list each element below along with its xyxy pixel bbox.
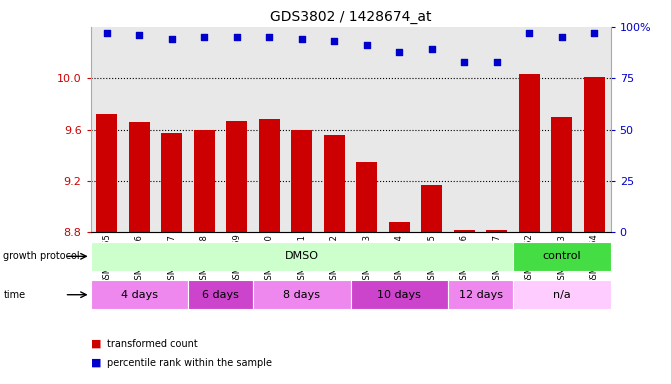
Bar: [91, 242, 513, 271]
Bar: [226, 121, 248, 232]
Bar: [584, 77, 605, 232]
Point: [297, 36, 307, 42]
Point: [394, 48, 405, 55]
Bar: [194, 130, 215, 232]
Bar: [356, 162, 377, 232]
Text: n/a: n/a: [553, 290, 571, 300]
Point: [427, 46, 437, 53]
Bar: [421, 185, 442, 232]
Bar: [129, 122, 150, 232]
Text: 6 days: 6 days: [202, 290, 239, 300]
Point: [231, 34, 242, 40]
Bar: [91, 280, 188, 309]
Point: [329, 38, 340, 44]
Bar: [389, 222, 410, 232]
Bar: [486, 230, 507, 232]
Text: 12 days: 12 days: [458, 290, 503, 300]
Point: [199, 34, 210, 40]
Bar: [253, 280, 350, 309]
Bar: [448, 280, 513, 309]
Bar: [161, 134, 183, 232]
Text: growth protocol: growth protocol: [3, 251, 80, 262]
Point: [166, 36, 177, 42]
Text: DMSO: DMSO: [285, 251, 319, 262]
Bar: [259, 119, 280, 232]
Bar: [513, 242, 611, 271]
Bar: [324, 135, 345, 232]
Text: 8 days: 8 days: [283, 290, 320, 300]
Bar: [291, 130, 313, 232]
Bar: [454, 230, 475, 232]
Point: [491, 59, 502, 65]
Bar: [188, 280, 253, 309]
Bar: [552, 117, 572, 232]
Text: time: time: [3, 290, 25, 300]
Point: [589, 30, 600, 36]
Bar: [519, 74, 540, 232]
Point: [101, 30, 112, 36]
Text: control: control: [543, 251, 581, 262]
Point: [134, 32, 145, 38]
Point: [556, 34, 567, 40]
Text: 10 days: 10 days: [377, 290, 421, 300]
Point: [524, 30, 535, 36]
Title: GDS3802 / 1428674_at: GDS3802 / 1428674_at: [270, 10, 431, 25]
Point: [362, 42, 372, 48]
Text: ■: ■: [91, 339, 101, 349]
Text: 4 days: 4 days: [121, 290, 158, 300]
Bar: [513, 280, 611, 309]
Text: ■: ■: [91, 358, 101, 368]
Text: transformed count: transformed count: [107, 339, 198, 349]
Point: [459, 59, 470, 65]
Text: percentile rank within the sample: percentile rank within the sample: [107, 358, 272, 368]
Bar: [350, 280, 448, 309]
Point: [264, 34, 274, 40]
Bar: [96, 114, 117, 232]
